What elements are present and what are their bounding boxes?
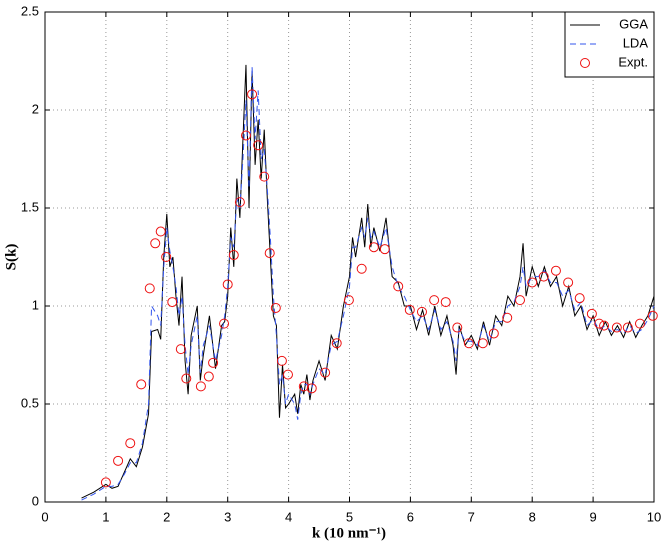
data-point <box>563 277 574 288</box>
data-point <box>477 338 488 349</box>
data-point <box>440 297 451 308</box>
data-point <box>219 318 230 329</box>
data-point <box>599 320 610 331</box>
data-point <box>611 322 622 333</box>
x-tick-label: 2 <box>163 509 170 524</box>
data-point <box>393 281 404 292</box>
data-point <box>125 438 136 449</box>
data-point <box>203 371 214 382</box>
x-tick-label: 3 <box>224 509 231 524</box>
y-tick-label: 2 <box>32 101 39 116</box>
data-point <box>368 242 379 253</box>
data-point <box>100 477 111 488</box>
data-point <box>167 297 178 308</box>
x-axis-title: k (10 nm⁻¹) <box>312 525 386 541</box>
data-point <box>282 369 293 380</box>
data-point <box>264 248 275 259</box>
data-point <box>515 295 526 306</box>
data-point <box>343 295 354 306</box>
x-tick-label: 10 <box>647 509 661 524</box>
x-tick-label: 4 <box>285 509 292 524</box>
data-point <box>240 130 251 141</box>
plot-frame <box>44 11 655 503</box>
data-point <box>298 381 309 392</box>
data-point <box>356 263 367 274</box>
x-tick-label: 7 <box>468 509 475 524</box>
data-point <box>136 379 147 390</box>
x-tick-label: 6 <box>407 509 414 524</box>
data-point <box>647 310 658 321</box>
data-point <box>634 318 645 329</box>
data-point <box>175 344 186 355</box>
legend-label: GGA <box>619 16 648 31</box>
legend-label: Expt. <box>618 54 648 69</box>
y-tick-label: 2.5 <box>21 3 39 18</box>
data-point <box>463 338 474 349</box>
data-point <box>538 271 549 282</box>
data-point <box>416 306 427 317</box>
y-tick-label: 0.5 <box>21 395 39 410</box>
data-point <box>429 295 440 306</box>
data-point <box>276 355 287 366</box>
data-point <box>113 455 124 466</box>
data-point <box>161 252 172 262</box>
data-point <box>208 357 219 368</box>
x-tick-label: 1 <box>102 509 109 524</box>
data-point <box>234 197 245 208</box>
data-point <box>306 383 317 394</box>
legend-box <box>564 11 655 78</box>
legend-marker <box>580 58 590 68</box>
x-tick-label: 5 <box>346 509 353 524</box>
data-point <box>222 279 233 290</box>
x-tick-label: 9 <box>589 509 596 524</box>
y-axis-title: S(k) <box>3 244 19 271</box>
data-point <box>488 328 499 339</box>
data-point <box>320 367 331 378</box>
data-point <box>144 283 155 294</box>
data-point <box>622 322 633 333</box>
y-tick-label: 1 <box>32 297 39 312</box>
data-point <box>195 381 206 392</box>
x-tick-label: 0 <box>41 509 48 524</box>
data-point <box>574 293 585 304</box>
x-tick-label: 8 <box>529 509 536 524</box>
data-point <box>550 265 561 276</box>
data-point <box>247 89 258 100</box>
data-point <box>181 373 192 384</box>
data-point <box>502 312 513 323</box>
data-point <box>259 171 270 182</box>
y-tick-label: 1.5 <box>21 199 39 214</box>
data-point <box>155 226 166 237</box>
data-point <box>379 244 390 255</box>
data-point <box>270 302 281 313</box>
line <box>81 66 655 501</box>
legend-label: LDA <box>623 35 649 50</box>
data-point <box>253 140 264 151</box>
data-point <box>594 318 605 329</box>
y-tick-label: 0 <box>32 493 39 508</box>
data-point <box>228 250 239 261</box>
data-point <box>586 308 597 319</box>
data-point <box>331 338 342 349</box>
data-point <box>150 238 161 249</box>
data-point <box>404 304 415 315</box>
data-point <box>452 322 463 333</box>
data-point <box>527 277 538 288</box>
